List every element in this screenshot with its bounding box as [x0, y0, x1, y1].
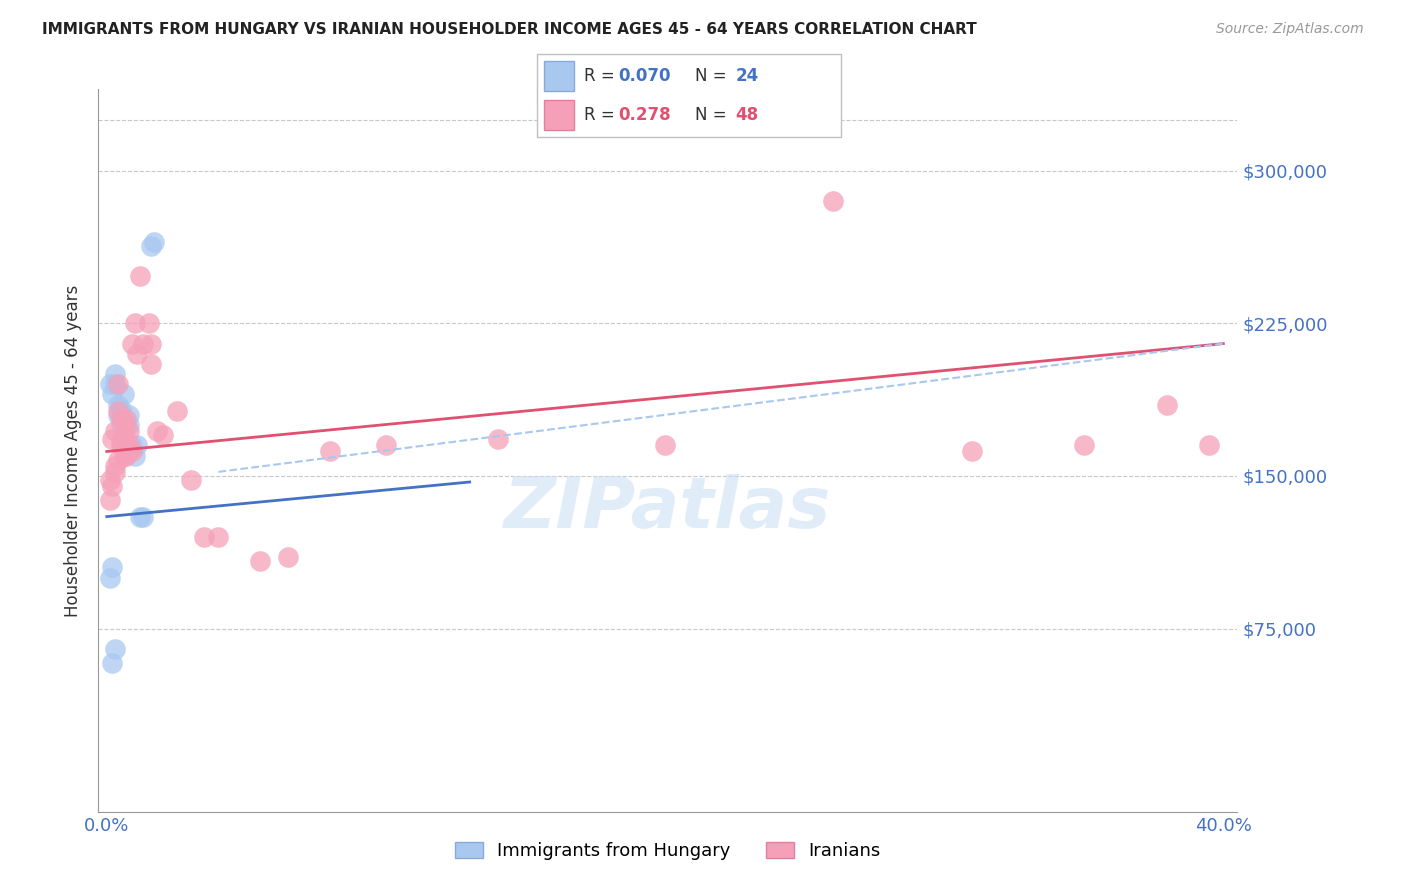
Point — [1156, 398, 1178, 412]
Point — [143, 235, 166, 249]
Point — [132, 336, 155, 351]
Point — [138, 316, 160, 330]
Point — [101, 656, 124, 670]
Point — [104, 641, 127, 656]
Point — [127, 347, 149, 361]
Text: IMMIGRANTS FROM HUNGARY VS IRANIAN HOUSEHOLDER INCOME AGES 45 - 64 YEARS CORRELA: IMMIGRANTS FROM HUNGARY VS IRANIAN HOUSE… — [42, 22, 977, 37]
FancyBboxPatch shape — [544, 100, 575, 130]
Point — [821, 194, 844, 208]
Point — [98, 493, 121, 508]
Text: 24: 24 — [735, 67, 759, 85]
Y-axis label: Householder Income Ages 45 - 64 years: Householder Income Ages 45 - 64 years — [65, 285, 83, 616]
Point — [104, 458, 127, 473]
Point — [110, 412, 132, 426]
Point — [129, 269, 152, 284]
Point — [110, 434, 132, 449]
Text: ZIPatlas: ZIPatlas — [505, 474, 831, 542]
FancyBboxPatch shape — [544, 62, 575, 91]
Point — [152, 428, 174, 442]
Point — [112, 428, 135, 442]
Point — [110, 412, 132, 426]
Point — [121, 444, 143, 458]
Point — [101, 432, 124, 446]
Point — [101, 479, 124, 493]
Point — [118, 408, 141, 422]
Text: 48: 48 — [735, 105, 758, 123]
Point — [124, 449, 146, 463]
Point — [960, 444, 983, 458]
Point — [166, 404, 188, 418]
Point — [107, 404, 129, 418]
Point — [98, 377, 121, 392]
Point — [249, 554, 271, 568]
Point — [104, 465, 127, 479]
Point — [118, 424, 141, 438]
Text: Source: ZipAtlas.com: Source: ZipAtlas.com — [1216, 22, 1364, 37]
Point — [146, 424, 169, 438]
Point — [110, 438, 132, 452]
Point — [180, 473, 202, 487]
Point — [486, 432, 509, 446]
Point — [115, 449, 138, 463]
Text: R =: R = — [583, 67, 620, 85]
Point — [124, 316, 146, 330]
Point — [118, 417, 141, 432]
Point — [115, 438, 138, 452]
Point — [107, 398, 129, 412]
Text: N =: N = — [695, 105, 733, 123]
Point — [110, 401, 132, 416]
Point — [141, 336, 163, 351]
Point — [101, 387, 124, 401]
Point — [112, 417, 135, 432]
Point — [98, 473, 121, 487]
Point — [104, 367, 127, 381]
Point — [193, 530, 215, 544]
Point — [107, 452, 129, 467]
Point — [654, 438, 676, 452]
Point — [121, 336, 143, 351]
Text: 0.278: 0.278 — [617, 105, 671, 123]
Point — [121, 438, 143, 452]
Point — [107, 377, 129, 392]
Point — [104, 377, 127, 392]
Point — [107, 408, 129, 422]
Point — [104, 424, 127, 438]
Point — [277, 550, 299, 565]
Point — [141, 357, 163, 371]
Point — [319, 444, 342, 458]
Point — [115, 417, 138, 432]
Point — [1198, 438, 1220, 452]
Text: 0.070: 0.070 — [617, 67, 671, 85]
Point — [112, 449, 135, 463]
Point — [101, 560, 124, 574]
Text: R =: R = — [583, 105, 620, 123]
Point — [115, 412, 138, 426]
Text: N =: N = — [695, 67, 733, 85]
Point — [112, 387, 135, 401]
FancyBboxPatch shape — [537, 54, 841, 137]
Legend: Immigrants from Hungary, Iranians: Immigrants from Hungary, Iranians — [449, 835, 887, 868]
Point — [98, 571, 121, 585]
Point — [127, 438, 149, 452]
Point — [118, 438, 141, 452]
Point — [207, 530, 229, 544]
Point — [132, 509, 155, 524]
Point — [129, 509, 152, 524]
Point — [1073, 438, 1095, 452]
Point — [374, 438, 396, 452]
Point — [110, 417, 132, 432]
Point — [141, 239, 163, 253]
Point — [118, 444, 141, 458]
